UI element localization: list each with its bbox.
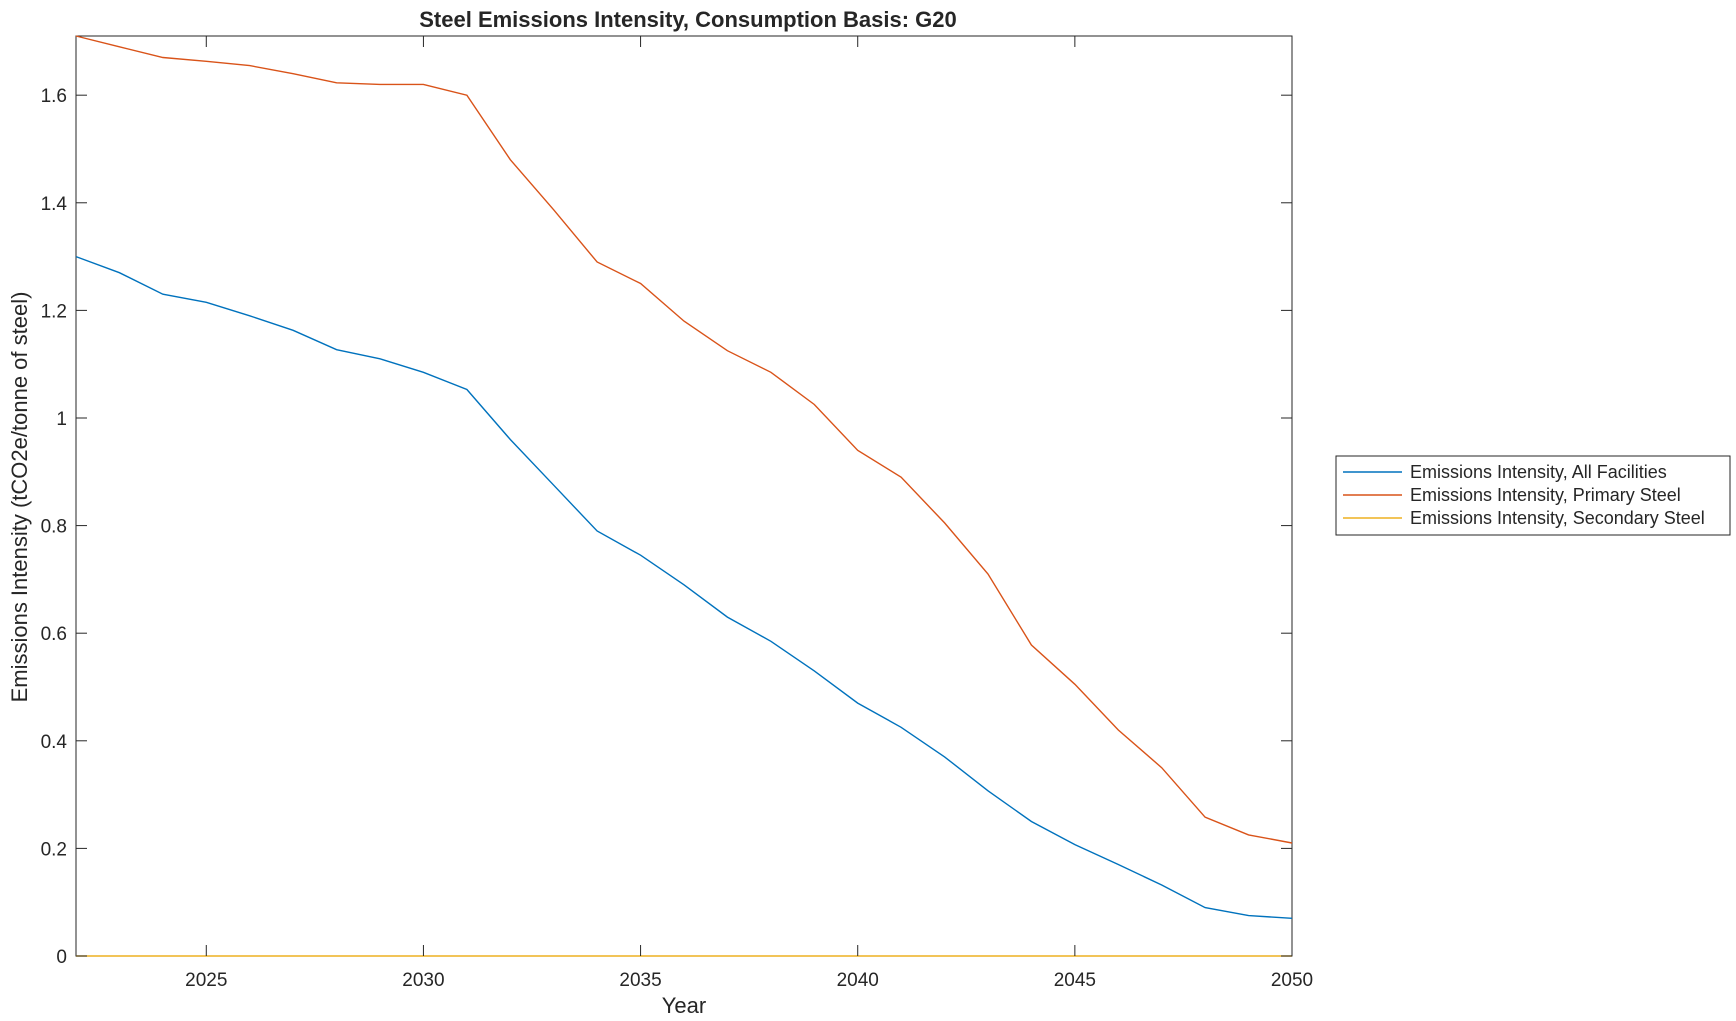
series-line-1 (75, 255, 1293, 919)
y-tick-label-1.6: 1.6 (41, 86, 67, 107)
x-tick-label-2040: 2040 (837, 970, 879, 991)
series-line-2 (75, 35, 1293, 844)
x-tick-label-2050: 2050 (1271, 970, 1313, 991)
x-tick-label-2030: 2030 (402, 970, 444, 991)
y-tick-label-0.6: 0.6 (41, 624, 67, 645)
legend-label-1: Emissions Intensity, All Facilities (1410, 462, 1667, 482)
y-axis-label: Emissions Intensity (tCO2e/tonne of stee… (7, 292, 32, 703)
tick-layer: 2025 2030 2035 2040 2045 2050 0 0.2 0.4 0.6 0.8 1 1.… (41, 36, 1313, 991)
y-tick-label-0.8: 0.8 (41, 517, 67, 538)
x-axis-label: Year (662, 993, 706, 1018)
x-tick-label-2025: 2025 (185, 970, 227, 991)
series-layer (75, 35, 1293, 957)
legend: Emissions Intensity, All Facilities Emiss… (1335, 455, 1731, 536)
y-tick-label-1.2: 1.2 (41, 301, 67, 322)
y-tick-label-0.4: 0.4 (41, 732, 68, 753)
legend-label-2: Emissions Intensity, Primary Steel (1410, 485, 1681, 505)
chart-title: Steel Emissions Intensity, Consumption B… (419, 7, 957, 32)
y-tick-label-0: 0 (56, 947, 67, 968)
plot-area (75, 35, 1293, 957)
y-tick-label-1: 1 (56, 409, 67, 430)
x-tick-label-2045: 2045 (1054, 970, 1096, 991)
y-tick-label-0.2: 0.2 (41, 839, 67, 860)
legend-label-3: Emissions Intensity, Secondary Steel (1410, 508, 1705, 528)
x-tick-label-2035: 2035 (619, 970, 661, 991)
y-tick-label-1.4: 1.4 (41, 194, 68, 215)
